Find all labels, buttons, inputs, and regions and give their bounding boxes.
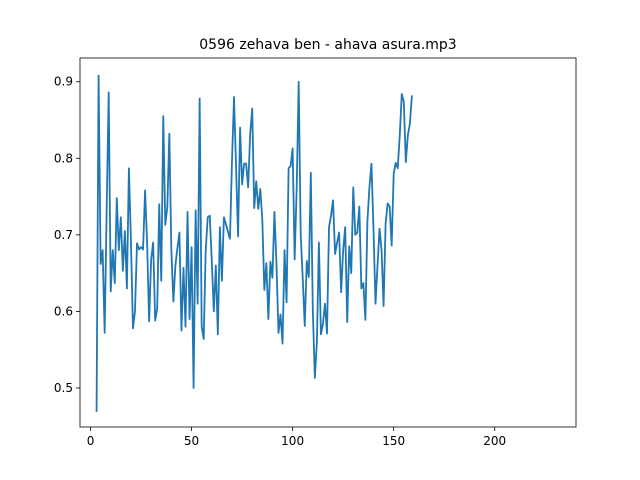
y-axis: 0.5 0.6 0.7 0.8 0.9	[54, 75, 80, 395]
y-tick-label: 0.6	[54, 304, 73, 318]
x-tick-label: 50	[184, 434, 199, 448]
x-tick-label: 0	[87, 434, 95, 448]
plot-frame	[79, 57, 577, 428]
y-tick-label: 0.7	[54, 228, 73, 242]
chart-title: 0596 zehava ben - ahava asura.mp3	[199, 37, 456, 53]
y-tick-label: 0.9	[54, 75, 73, 89]
x-axis: 0 50 100 150 200	[87, 427, 506, 448]
y-tick-label: 0.5	[54, 381, 73, 395]
x-tick-label: 150	[382, 434, 405, 448]
x-tick-label: 200	[483, 434, 506, 448]
x-tick-label: 100	[281, 434, 304, 448]
series-line	[95, 74, 413, 412]
y-tick-label: 0.8	[54, 151, 73, 165]
